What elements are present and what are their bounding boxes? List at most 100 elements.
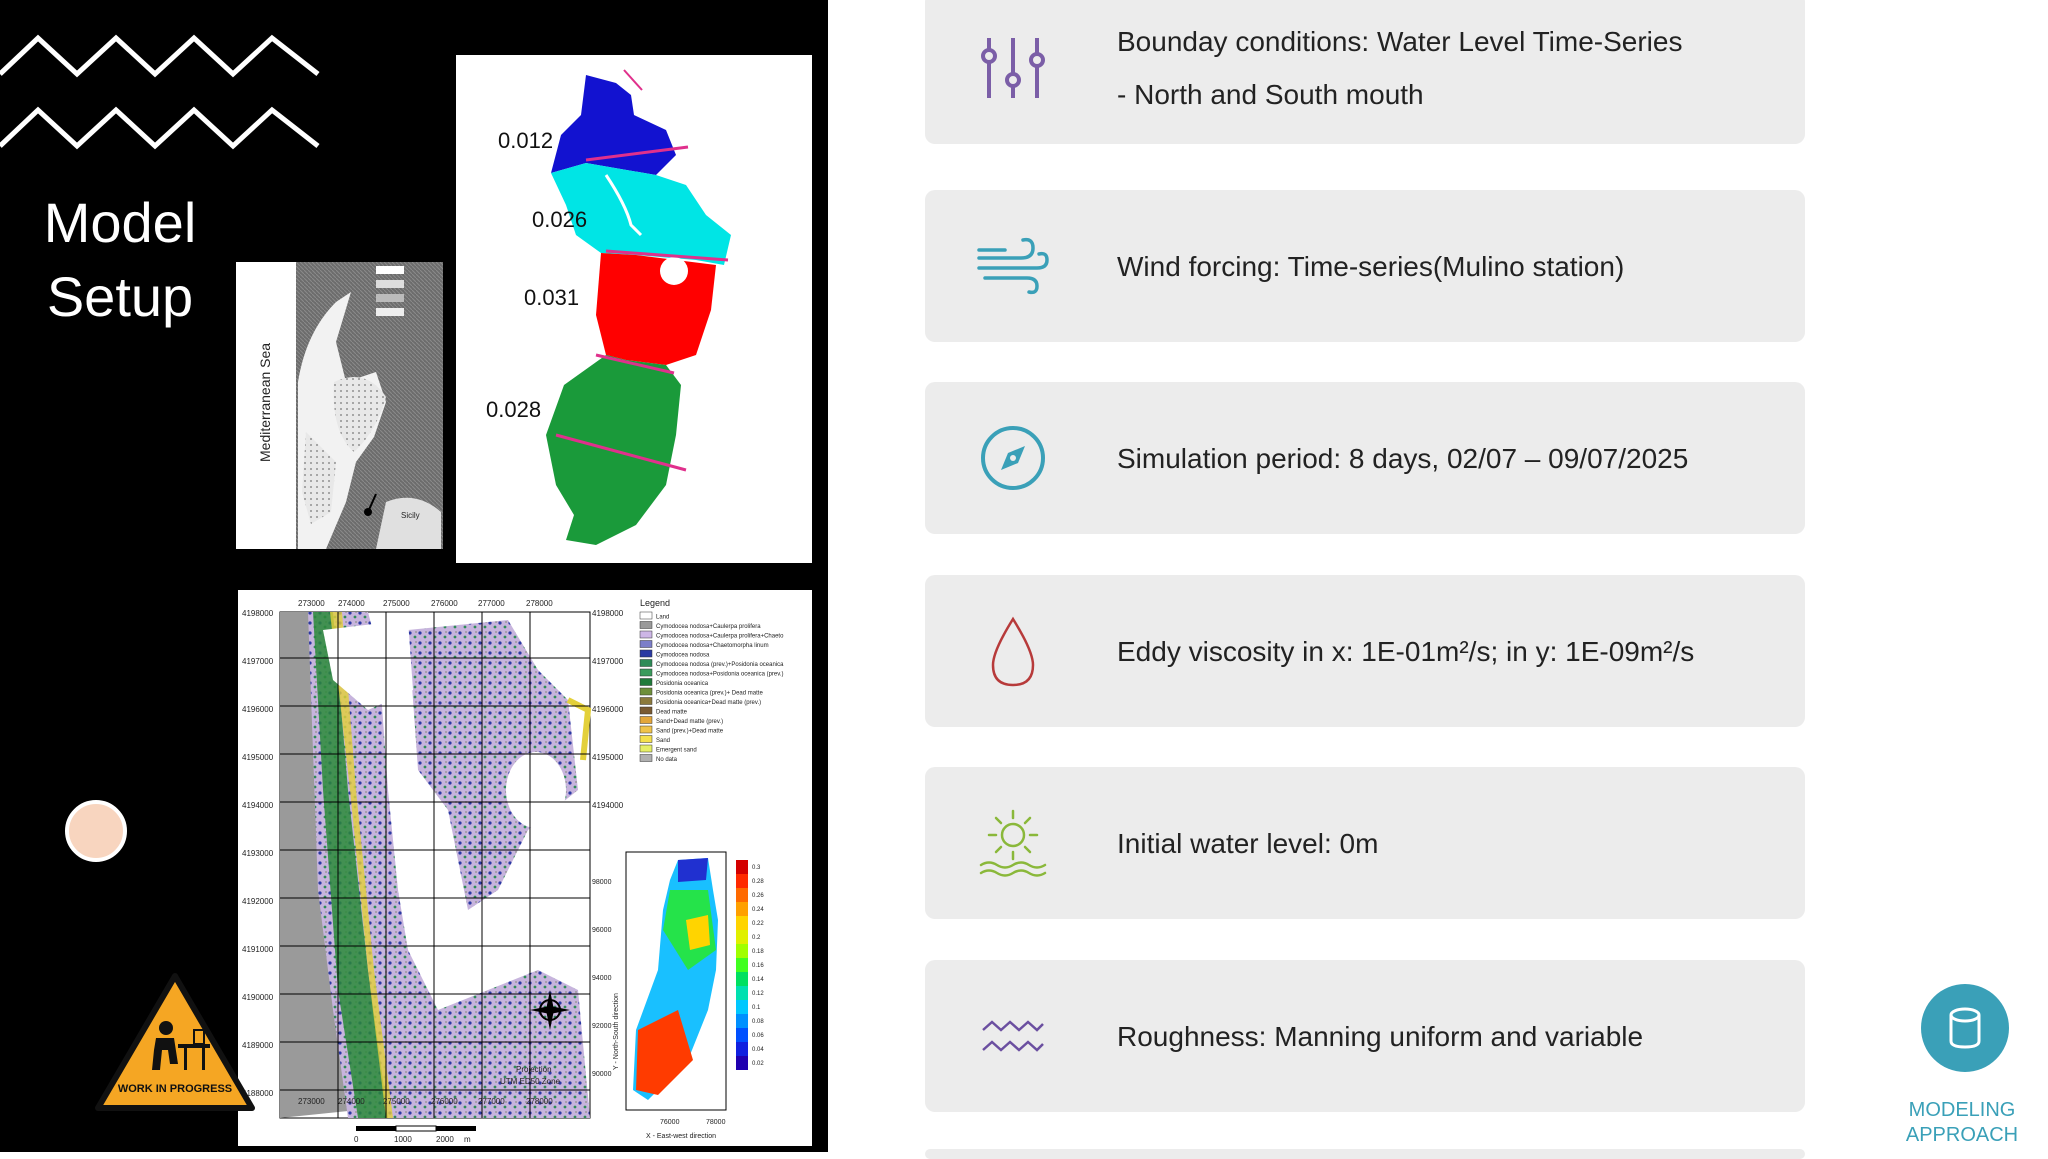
top-tick-6: 278000 xyxy=(526,599,553,608)
left-tick-5: 4194000 xyxy=(242,801,274,810)
legend-item: Cymodocea nodosa (prev.)+Posidonia ocean… xyxy=(656,662,784,668)
drop-icon xyxy=(991,616,1035,687)
waves-icon xyxy=(982,1020,1044,1052)
colorbar-segment xyxy=(736,1028,748,1042)
scale-label-1: 0 xyxy=(354,1135,359,1144)
colorbar-tick: 0.04 xyxy=(752,1047,764,1053)
modeling-approach-label[interactable]: MODELING APPROACH xyxy=(1905,1099,2019,1146)
colorbar-segment xyxy=(736,972,748,986)
card-wind-forcing: Wind forcing: Time-series(Mulino station… xyxy=(925,190,1805,342)
legend-item: Sand (prev.)+Dead matte xyxy=(656,729,724,735)
right-tick-4: 4195000 xyxy=(592,753,624,762)
scale-label-2: 1000 xyxy=(394,1135,412,1144)
right-tick-1: 4198000 xyxy=(592,609,624,618)
left-tick-1: 4198000 xyxy=(242,609,274,618)
card-initial-water-level: Initial water level: 0m xyxy=(925,767,1805,919)
card-eddy-viscosity: Eddy viscosity in x: 1E-01m²/s; in y: 1E… xyxy=(925,575,1805,727)
colorbar-segment xyxy=(736,888,748,902)
colorbar-tick: 0.08 xyxy=(752,1019,764,1025)
colorbar-tick: 0.16 xyxy=(752,963,764,969)
roughness-label-3: 0.031 xyxy=(524,285,580,310)
projection-line-1: Projection xyxy=(516,1065,552,1074)
wind-icon xyxy=(977,237,1049,295)
peach-circle-decoration xyxy=(65,800,127,862)
card-1-line-2: - North and South mouth xyxy=(1117,79,1424,110)
legend-swatch xyxy=(639,706,653,715)
left-tick-7: 4192000 xyxy=(242,897,274,906)
wip-label: WORK IN PROGRESS xyxy=(118,1083,232,1095)
colorbar-segment xyxy=(736,958,748,972)
card-partial xyxy=(925,1149,1805,1159)
legend-swatch xyxy=(639,621,653,629)
colorbar-tick: 0.22 xyxy=(752,921,764,927)
worker-icon xyxy=(152,1021,210,1070)
legend-item: Cymodocea nodosa+Caulerpa prolifera xyxy=(656,624,761,630)
colorbar-tick: 0.18 xyxy=(752,949,764,955)
roughness-label-1: 0.012 xyxy=(498,128,554,153)
colorbar-segment xyxy=(736,916,748,930)
card-4-line-1: Eddy viscosity in x: 1E-01m²/s; in y: 1E… xyxy=(1117,635,1695,667)
left-tick-9: 4190000 xyxy=(242,993,274,1002)
legend-swatch xyxy=(639,630,653,639)
legend-swatch xyxy=(639,725,653,734)
legend-swatch xyxy=(639,668,653,677)
inset-xlabel: X - East-west direction xyxy=(646,1133,716,1140)
card-1-line-1: Bounday conditions: Water Level Time-Ser… xyxy=(1117,26,1683,57)
colorbar-tick: 0.14 xyxy=(752,977,764,983)
modeling-approach-button[interactable] xyxy=(1921,984,2009,1072)
colorbar-segment xyxy=(736,1056,748,1070)
gray-lagoon-map: Sicily Mediterranean Sea xyxy=(236,262,443,549)
inset-ylabel: Y - North-South direction xyxy=(613,993,620,1070)
colorbar-tick: 0.24 xyxy=(752,907,764,913)
roughness-label-4: 0.028 xyxy=(486,397,542,422)
database-icon xyxy=(1949,1007,1981,1049)
right-tick-5: 4194000 xyxy=(592,801,624,810)
colorbar-segment xyxy=(736,1000,748,1014)
legend-swatch xyxy=(639,744,653,753)
legend-item: Posidonia oceanica xyxy=(656,681,709,687)
sliders-icon xyxy=(981,38,1045,98)
sunrise-icon xyxy=(979,809,1047,877)
scale-label-3: 2000 xyxy=(436,1135,454,1144)
velocity-colorbar: 0.3 0.28 0.26 0.24 0.22 0.2 0.18 0.16 0.14 0.12 0.… xyxy=(736,860,764,1070)
legend-item: Sand+Dead matte (prev.) xyxy=(656,719,723,725)
bottom-tick-6: 278000 xyxy=(526,1097,553,1106)
colorbar-segment xyxy=(736,1042,748,1056)
legend-item: Posidonia oceanica (prev.)+ Dead matte xyxy=(656,691,763,697)
inset-xtick-1: 76000 xyxy=(660,1119,680,1126)
legend-title: Legend xyxy=(640,598,670,608)
legend-swatch xyxy=(639,754,653,762)
card-6-line-1: Roughness: Manning uniform and variable xyxy=(1117,1020,1644,1052)
colorbar-segment xyxy=(736,930,748,944)
colorbar-segment xyxy=(736,860,748,874)
roughness-label-2: 0.026 xyxy=(532,207,588,232)
sea-label: Mediterranean Sea xyxy=(257,343,273,462)
colorbar-segment xyxy=(736,874,748,888)
inset-ytick-1: 98000 xyxy=(592,879,612,886)
legend-swatch xyxy=(639,687,653,696)
legend-item: Cymodocea nodosa+Posidonia oceanica (pre… xyxy=(656,672,783,678)
card-5-line-1: Initial water level: 0m xyxy=(1117,827,1379,859)
colorbar-segment xyxy=(736,944,748,958)
colorbar-tick: 0.1 xyxy=(752,1005,761,1011)
bottom-tick-1: 273000 xyxy=(298,1097,325,1106)
colorbar-segment xyxy=(736,902,748,916)
legend-swatch xyxy=(639,649,653,658)
legend-swatch xyxy=(639,659,653,667)
colorbar-tick: 0.06 xyxy=(752,1033,764,1039)
inset-ytick-5: 90000 xyxy=(592,1071,612,1078)
compass-icon xyxy=(981,426,1045,490)
left-tick-10: 4189000 xyxy=(242,1041,274,1050)
bottom-tick-2: 274000 xyxy=(338,1097,365,1106)
legend-item: Cymodocea nodosa+Chaetomorpha linum xyxy=(656,643,769,649)
legend-item: Dead matte xyxy=(656,710,688,716)
velocity-inset: 0.3 0.28 0.26 0.24 0.22 0.2 0.18 0.16 0.14 0.12 0.… xyxy=(620,846,808,1142)
bottom-tick-3: 275000 xyxy=(383,1097,410,1106)
legend-item: No data xyxy=(656,757,678,763)
left-tick-2: 4197000 xyxy=(242,657,274,666)
scale-label-4: m xyxy=(464,1135,471,1144)
inset-ytick-3: 94000 xyxy=(592,975,612,982)
dark-panel: Model Setup xyxy=(0,0,828,1152)
top-tick-2: 274000 xyxy=(338,599,365,608)
habitat-map: 273000 274000 275000 276000 277000 27800… xyxy=(238,590,812,1146)
